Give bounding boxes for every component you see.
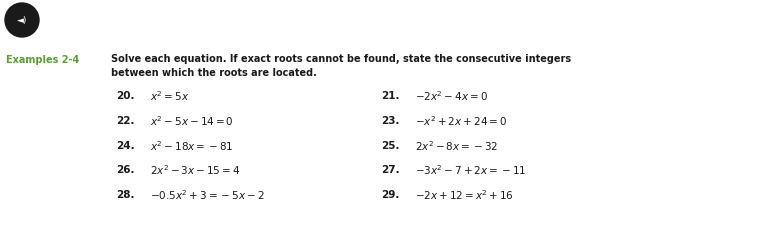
Text: 20.: 20.: [116, 91, 135, 101]
Text: 24.: 24.: [116, 141, 135, 151]
Text: $2x^2 - 8x = -32$: $2x^2 - 8x = -32$: [415, 139, 498, 153]
Text: 22.: 22.: [116, 116, 135, 126]
Text: 26.: 26.: [116, 165, 135, 175]
Circle shape: [5, 3, 39, 37]
Text: Solve each equation. If exact roots cannot be found, state the consecutive integ: Solve each equation. If exact roots cann…: [111, 54, 571, 64]
Text: 23.: 23.: [382, 116, 400, 126]
Text: 28.: 28.: [116, 190, 135, 200]
Text: 25.: 25.: [382, 141, 400, 151]
Text: $x^2 - 5x - 14 = 0$: $x^2 - 5x - 14 = 0$: [150, 114, 234, 128]
Text: $2x^2 - 3x - 15 = 4$: $2x^2 - 3x - 15 = 4$: [150, 163, 241, 177]
Text: 27.: 27.: [381, 165, 400, 175]
Text: $-2x + 12 = x^2 + 16$: $-2x + 12 = x^2 + 16$: [415, 188, 514, 202]
Text: Examples 2-4: Examples 2-4: [6, 55, 79, 65]
Text: $-2x^2 - 4x = 0$: $-2x^2 - 4x = 0$: [415, 89, 488, 103]
Text: $x^2 = 5x$: $x^2 = 5x$: [150, 89, 189, 103]
Text: 21.: 21.: [382, 91, 400, 101]
Text: $x^2 - 18x = -81$: $x^2 - 18x = -81$: [150, 139, 234, 153]
Text: $-3x^2 - 7 + 2x = -11$: $-3x^2 - 7 + 2x = -11$: [415, 163, 526, 177]
Text: between which the roots are located.: between which the roots are located.: [111, 68, 317, 78]
Text: 29.: 29.: [382, 190, 400, 200]
Text: $-0.5x^2 + 3 = -5x - 2$: $-0.5x^2 + 3 = -5x - 2$: [150, 188, 265, 202]
Text: $-x^2 + 2x + 24 = 0$: $-x^2 + 2x + 24 = 0$: [415, 114, 508, 128]
Text: ◄): ◄): [17, 15, 27, 24]
